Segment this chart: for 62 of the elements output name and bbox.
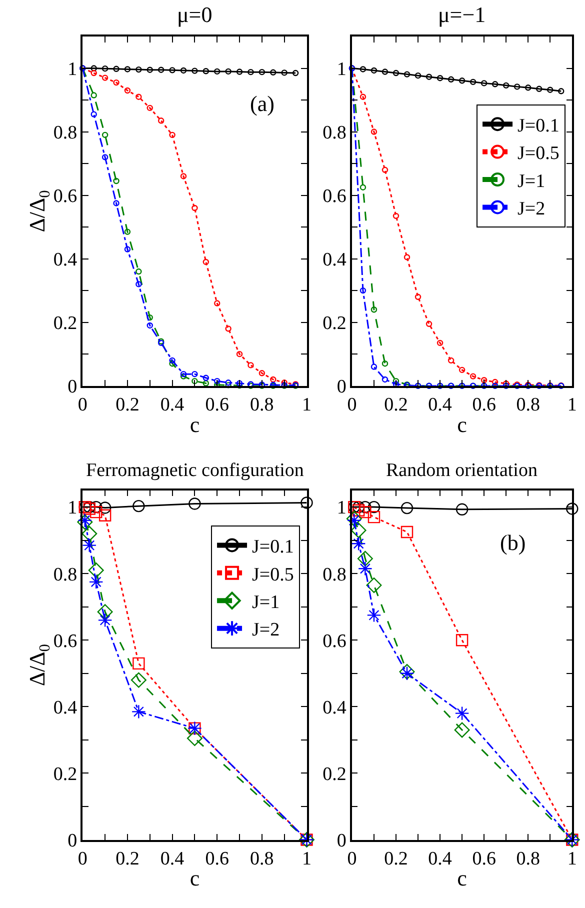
x-tick-label: 1 (567, 848, 577, 870)
y-tick-label: 1 (336, 498, 346, 519)
x-tick-label: 0.6 (205, 848, 229, 870)
annotation: (b) (500, 530, 526, 555)
legend-label: J=1 (518, 170, 546, 192)
x-tick-label: 0.8 (250, 394, 274, 416)
x-tick-label: 0.2 (116, 394, 140, 416)
y-tick-label: 1 (68, 58, 78, 80)
y-tick-label: 0.4 (322, 697, 347, 718)
y-tick-label: 0.2 (53, 764, 78, 785)
x-tick-label: 0.6 (205, 394, 229, 416)
x-tick-label: 0.8 (516, 394, 540, 416)
y-tick-label: 0.4 (53, 697, 78, 718)
y-tick-label: 0 (336, 376, 346, 398)
y-tick-label: 0.4 (322, 249, 347, 270)
legend-label: J=0.5 (518, 143, 560, 164)
x-tick-label: 0.2 (384, 394, 408, 416)
x-tick-label: 0.4 (160, 848, 185, 870)
y-tick-label: 0.6 (322, 630, 346, 652)
x-tick-label: 0.6 (472, 848, 496, 870)
legend-label: J=0.1 (252, 536, 294, 558)
x-tick-label: 0.4 (160, 394, 185, 416)
y-tick-label: 1 (336, 58, 346, 80)
x-axis-title: c (457, 866, 468, 891)
y-tick-label: 0 (68, 830, 78, 852)
x-axis-title: c (457, 412, 468, 437)
x-tick-label: 1 (302, 848, 312, 870)
y-tick-label: 0.8 (53, 564, 78, 586)
y-tick-label: 0.2 (322, 764, 346, 785)
y-tick-label: 0.6 (322, 186, 346, 207)
x-tick-label: 0.4 (428, 848, 452, 870)
x-tick-label: 1 (302, 394, 312, 416)
annotation: (a) (250, 91, 274, 116)
y-tick-label: 0.4 (53, 249, 78, 270)
chart-title: Ferromagnetic configuration (86, 460, 304, 481)
y-tick-label: 1 (68, 498, 78, 519)
y-tick-label: 0.8 (53, 122, 78, 144)
legend-label: J=2 (518, 198, 546, 220)
x-axis-title: c (190, 866, 200, 891)
y-tick-label: 0.6 (53, 630, 78, 652)
x-tick-label: 0.6 (472, 394, 496, 416)
y-tick-label: 0 (68, 376, 78, 398)
y-tick-label: 0.2 (322, 312, 346, 334)
x-tick-label: 0.8 (250, 848, 274, 870)
legend-label: J=0.5 (252, 564, 294, 586)
x-tick-label: 0.2 (116, 848, 140, 870)
x-tick-label: 0.4 (428, 394, 452, 416)
y-tick-label: 0.6 (53, 186, 78, 207)
y-tick-label: 0.2 (53, 312, 78, 334)
legend-label: J=2 (252, 620, 280, 641)
x-tick-label: 0.8 (516, 848, 540, 870)
legend-label: J=1 (252, 592, 280, 614)
legend-label: J=0.1 (518, 116, 560, 137)
chart-title: μ=−1 (438, 2, 486, 27)
x-axis-title: c (190, 412, 200, 437)
x-tick-label: 1 (567, 394, 577, 416)
chart-title: μ=0 (177, 2, 212, 27)
y-tick-label: 0.8 (322, 122, 346, 144)
x-tick-label: 0.2 (384, 848, 408, 870)
y-tick-label: 0.8 (322, 564, 346, 586)
y-tick-label: 0 (336, 830, 346, 852)
chart-title: Random orientation (386, 460, 538, 481)
